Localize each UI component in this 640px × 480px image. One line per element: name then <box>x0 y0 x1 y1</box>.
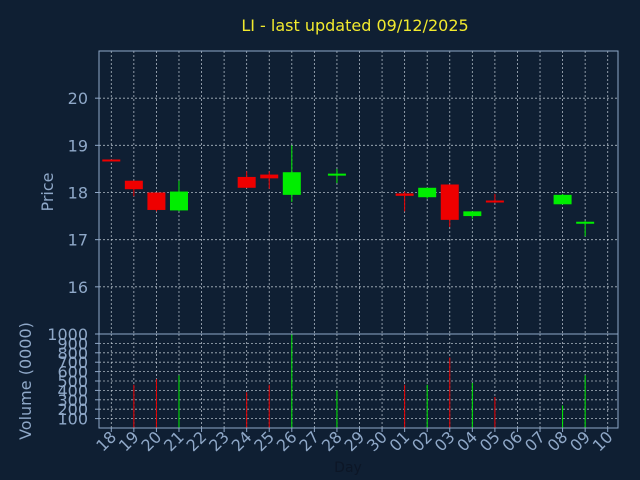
price-axis-label: Price <box>38 172 57 211</box>
candle-body <box>102 159 121 162</box>
candle <box>260 171 279 189</box>
price-tick-label: 20 <box>68 89 88 108</box>
candle-body <box>418 187 437 198</box>
volume-tick-label: 600 <box>57 363 88 382</box>
volume-tick-label: 1000 <box>47 325 88 344</box>
price-tick-label: 18 <box>68 184 88 203</box>
candle <box>395 191 414 212</box>
candle-body <box>395 193 414 196</box>
volume-tick-label: 700 <box>57 353 88 372</box>
candle <box>463 211 482 219</box>
x-tick-label: 10 <box>589 427 617 455</box>
volume-tick-label: 500 <box>57 372 88 391</box>
candle <box>440 184 459 227</box>
candle <box>147 192 166 212</box>
candle-body <box>237 176 256 188</box>
candle-body <box>124 180 143 190</box>
chart-title: LI - last updated 09/12/2025 <box>241 16 468 35</box>
volume-axis-label: Volume (0000) <box>16 322 35 440</box>
candle-body <box>463 211 482 217</box>
candle-body <box>282 172 301 195</box>
x-axis: 1819202122232425262728293001020304050607… <box>92 427 616 455</box>
volume-tick-label: 800 <box>57 344 88 363</box>
volume-grid <box>99 333 618 428</box>
volume-tick-label: 200 <box>57 400 88 419</box>
volume-tick-label: 300 <box>57 391 88 410</box>
candle-body <box>147 192 166 210</box>
candle <box>237 171 256 188</box>
candle <box>485 193 504 203</box>
candle <box>169 180 188 212</box>
price-tick-label: 17 <box>68 231 88 250</box>
price-tick-label: 19 <box>68 136 88 155</box>
candle <box>327 168 346 184</box>
candle <box>124 180 143 197</box>
candle <box>418 187 437 199</box>
volume-tick-label: 400 <box>57 381 88 400</box>
candle-body <box>576 221 595 224</box>
volume-bars <box>133 334 586 428</box>
price-axis: 16 17 18 19 20 <box>68 89 99 297</box>
candle-body <box>169 191 188 211</box>
candle-body <box>553 194 572 205</box>
candle <box>576 220 595 237</box>
candles <box>102 145 595 237</box>
candle <box>553 193 572 205</box>
x-axis-label: Day <box>334 460 362 476</box>
candle-body <box>440 184 459 220</box>
volume-tick-label: 900 <box>57 334 88 353</box>
candle <box>102 159 121 162</box>
price-tick-label: 16 <box>68 278 88 297</box>
candle-body <box>327 173 346 176</box>
candle-body <box>260 174 279 179</box>
candle-body <box>485 200 504 203</box>
volume-tick-label: 100 <box>57 410 88 429</box>
candle <box>282 145 301 202</box>
